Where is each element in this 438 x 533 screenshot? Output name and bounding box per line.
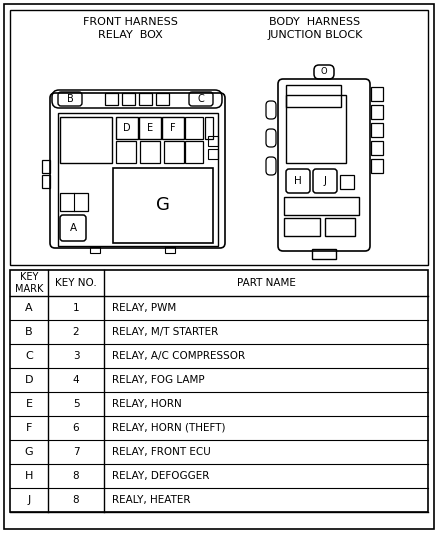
Text: 6: 6 bbox=[73, 423, 79, 433]
Bar bbox=[371, 141, 383, 155]
Text: J: J bbox=[27, 495, 31, 505]
Text: H: H bbox=[25, 471, 33, 481]
Text: D: D bbox=[25, 375, 33, 385]
Bar bbox=[105, 93, 118, 105]
Bar bbox=[371, 159, 383, 173]
Bar bbox=[116, 141, 136, 163]
Text: F: F bbox=[26, 423, 32, 433]
Bar bbox=[58, 113, 218, 246]
Bar bbox=[122, 93, 135, 105]
Bar bbox=[371, 105, 383, 119]
Bar bbox=[90, 247, 100, 253]
Text: KEY
MARK: KEY MARK bbox=[15, 272, 43, 294]
Bar bbox=[371, 123, 383, 137]
Bar bbox=[10, 270, 428, 512]
Bar bbox=[325, 218, 355, 236]
Text: D: D bbox=[123, 123, 131, 133]
Text: REALY, HEATER: REALY, HEATER bbox=[112, 495, 191, 505]
Text: RELAY, A/C COMPRESSOR: RELAY, A/C COMPRESSOR bbox=[112, 351, 245, 361]
Text: PART NAME: PART NAME bbox=[237, 278, 296, 288]
Text: C: C bbox=[25, 351, 33, 361]
Text: C: C bbox=[198, 94, 205, 104]
Text: RELAY, DEFOGGER: RELAY, DEFOGGER bbox=[112, 471, 209, 481]
Bar bbox=[185, 117, 203, 139]
Text: H: H bbox=[294, 176, 302, 186]
Text: 2: 2 bbox=[73, 327, 79, 337]
Text: KEY NO.: KEY NO. bbox=[55, 278, 97, 288]
Bar bbox=[116, 117, 138, 139]
Text: 4: 4 bbox=[73, 375, 79, 385]
Bar bbox=[60, 193, 88, 211]
Text: BODY  HARNESS
JUNCTION BLOCK: BODY HARNESS JUNCTION BLOCK bbox=[267, 17, 363, 40]
Text: O: O bbox=[321, 68, 327, 77]
Bar bbox=[42, 160, 50, 173]
Text: 3: 3 bbox=[73, 351, 79, 361]
Text: B: B bbox=[67, 94, 74, 104]
Bar bbox=[10, 10, 428, 265]
Text: RELAY, HORN: RELAY, HORN bbox=[112, 399, 182, 409]
Text: FRONT HARNESS
RELAY  BOX: FRONT HARNESS RELAY BOX bbox=[82, 17, 177, 40]
Text: A: A bbox=[70, 223, 77, 233]
Bar bbox=[139, 117, 161, 139]
Bar bbox=[208, 149, 218, 159]
Bar bbox=[164, 141, 184, 163]
Bar bbox=[208, 136, 218, 146]
Text: J: J bbox=[324, 176, 326, 186]
Bar bbox=[371, 87, 383, 101]
Bar bbox=[284, 197, 359, 215]
Bar bbox=[156, 93, 169, 105]
Bar bbox=[162, 117, 184, 139]
Bar bbox=[139, 93, 152, 105]
Text: 7: 7 bbox=[73, 447, 79, 457]
Text: RELAY, PWM: RELAY, PWM bbox=[112, 303, 176, 313]
Text: E: E bbox=[25, 399, 32, 409]
Text: A: A bbox=[25, 303, 33, 313]
Bar bbox=[113, 168, 213, 243]
Bar bbox=[312, 249, 336, 259]
Text: RELAY, FOG LAMP: RELAY, FOG LAMP bbox=[112, 375, 205, 385]
Bar bbox=[286, 95, 346, 163]
Bar bbox=[185, 141, 203, 163]
Text: RELAY, M/T STARTER: RELAY, M/T STARTER bbox=[112, 327, 218, 337]
Text: 8: 8 bbox=[73, 471, 79, 481]
Bar bbox=[284, 218, 320, 236]
Text: B: B bbox=[25, 327, 33, 337]
Text: G: G bbox=[156, 197, 170, 214]
Text: RELAY, FRONT ECU: RELAY, FRONT ECU bbox=[112, 447, 211, 457]
Text: RELAY, HORN (THEFT): RELAY, HORN (THEFT) bbox=[112, 423, 226, 433]
Text: E: E bbox=[147, 123, 153, 133]
Bar bbox=[165, 247, 175, 253]
Bar bbox=[286, 85, 341, 107]
Text: F: F bbox=[170, 123, 176, 133]
Text: G: G bbox=[25, 447, 33, 457]
Text: 1: 1 bbox=[73, 303, 79, 313]
Bar bbox=[60, 117, 112, 163]
Bar bbox=[42, 175, 50, 188]
Text: 8: 8 bbox=[73, 495, 79, 505]
Bar bbox=[140, 141, 160, 163]
Text: 5: 5 bbox=[73, 399, 79, 409]
Bar bbox=[205, 117, 213, 139]
Bar bbox=[340, 175, 354, 189]
